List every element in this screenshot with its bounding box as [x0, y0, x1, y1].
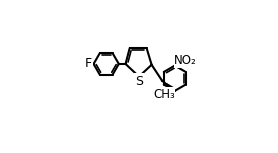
Text: S: S	[135, 75, 143, 88]
Text: F: F	[85, 57, 92, 70]
Text: CH₃: CH₃	[153, 88, 175, 101]
Text: NO₂: NO₂	[174, 54, 197, 67]
